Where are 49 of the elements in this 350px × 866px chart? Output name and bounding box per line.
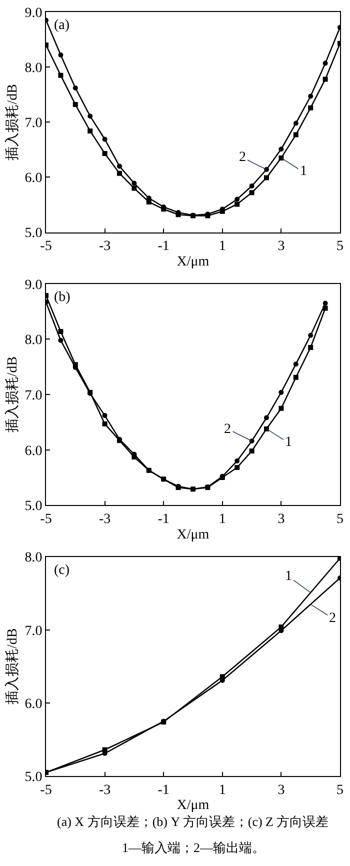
y-tick-label: 6.0 xyxy=(24,444,42,459)
x-tick-label: 1 xyxy=(218,782,226,798)
x-tick-label: 5 xyxy=(336,782,344,798)
x-tick-label: 1 xyxy=(218,512,226,527)
annotation: (c) xyxy=(54,563,70,578)
series-label: 2 xyxy=(239,150,246,165)
y-tick-label: 9.0 xyxy=(24,278,42,293)
y-axis-title: 插入损耗/dB xyxy=(4,356,20,433)
x-tick-label: -5 xyxy=(40,239,52,254)
y-tick-label: 7.0 xyxy=(24,624,42,639)
y-tick-label: 8.0 xyxy=(24,60,42,76)
annotation: (a) xyxy=(54,18,70,33)
x-tick-label: -3 xyxy=(98,782,111,798)
series-label: 1 xyxy=(285,569,292,584)
y-tick-label: 8.0 xyxy=(24,333,42,348)
x-axis-title: X/μm xyxy=(176,798,210,814)
x-tick-label: -5 xyxy=(40,782,52,798)
x-tick-label: 5 xyxy=(336,512,344,527)
series-label: 1 xyxy=(285,435,292,450)
y-tick-label: 8.0 xyxy=(24,550,42,566)
x-tick-label: -1 xyxy=(158,512,170,527)
x-tick-label: 5 xyxy=(336,239,344,254)
series-label: 1 xyxy=(300,164,307,179)
y-tick-label: 7.0 xyxy=(24,116,42,132)
x-tick-label: 3 xyxy=(278,239,285,254)
annotation: (b) xyxy=(54,290,71,305)
y-tick-label: 6.0 xyxy=(24,171,42,186)
y-axis-title: 插入损耗/dB xyxy=(4,84,20,160)
series-label: 2 xyxy=(329,611,336,626)
x-tick-label: -1 xyxy=(158,239,170,254)
series-label: 2 xyxy=(224,422,231,437)
x-axis-title: X/μm xyxy=(176,254,210,270)
x-tick-label: 3 xyxy=(278,512,285,527)
y-axis-title: 插入损耗/dB xyxy=(4,628,20,705)
y-tick-label: 5.0 xyxy=(24,770,42,785)
x-axis-title: X/μm xyxy=(176,527,210,542)
y-tick-label: 7.0 xyxy=(24,388,42,404)
text: 1—输入端；2—输出端。 xyxy=(122,840,265,855)
x-tick-label: -1 xyxy=(158,782,170,798)
y-tick-label: 6.0 xyxy=(24,696,42,712)
x-tick-label: -5 xyxy=(40,512,52,527)
text: (a) X 方向误差；(b) Y 方向误差；(c) Z 方向误差 xyxy=(57,814,329,829)
y-tick-label: 5.0 xyxy=(24,226,42,242)
x-tick-label: -3 xyxy=(98,512,111,527)
y-tick-label: 5.0 xyxy=(24,499,42,514)
y-tick-label: 9.0 xyxy=(24,6,42,21)
x-tick-label: 3 xyxy=(278,782,285,798)
x-tick-label: -3 xyxy=(98,239,111,254)
x-tick-label: 1 xyxy=(218,239,226,254)
